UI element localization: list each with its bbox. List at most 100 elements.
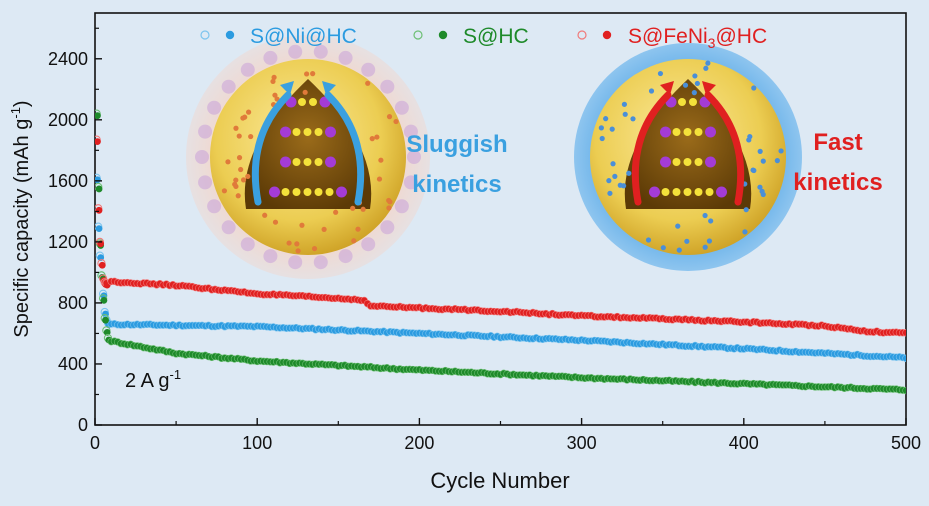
data-point-charge: [102, 316, 109, 324]
glow-dot: [407, 150, 421, 164]
y-tick-label: 800: [58, 293, 88, 313]
surface-particle: [692, 73, 698, 79]
surface-particle: [682, 82, 689, 88]
y-tick-label: 1200: [48, 232, 88, 252]
surface-particle: [233, 183, 239, 190]
surface-particle: [675, 223, 681, 229]
surface-particle: [236, 155, 243, 161]
glow-dot: [198, 175, 213, 190]
surface-particle: [606, 178, 612, 184]
series-s-feni3-hc: [95, 135, 906, 337]
glow-dot: [288, 255, 303, 270]
series-s-ni-hc: [95, 173, 906, 362]
surface-particle: [684, 238, 690, 244]
surface-particle: [694, 80, 700, 87]
lithium-atom: [325, 126, 336, 138]
surface-particle: [240, 115, 246, 121]
glow-dot: [198, 124, 213, 139]
surface-particle: [622, 111, 628, 117]
surface-particle: [262, 212, 268, 218]
legend-marker-filled: [602, 30, 612, 40]
surface-particle: [706, 238, 713, 244]
sulfur-atom: [281, 188, 290, 196]
surface-particle: [626, 170, 632, 176]
surface-particle: [386, 205, 392, 211]
surface-particle: [617, 182, 623, 188]
surface-particle: [599, 135, 605, 142]
surface-particle: [645, 237, 652, 243]
sulfur-atom: [694, 188, 703, 196]
surface-particle: [742, 229, 748, 235]
legend-entry: S@Ni@HC: [200, 25, 357, 48]
sulfur-atom: [678, 98, 686, 106]
surface-particle: [751, 167, 757, 174]
data-point: [902, 386, 906, 395]
lithium-atom: [336, 186, 347, 198]
conversion-arrow: [251, 91, 292, 206]
glow-dot: [263, 249, 278, 264]
y-tick-label: 400: [58, 354, 88, 374]
surface-particle: [233, 177, 239, 183]
surface-particle: [272, 219, 279, 225]
inset-label: kinetics: [793, 169, 882, 196]
surface-particle: [245, 109, 252, 115]
surface-particle: [272, 92, 278, 98]
surface-particle: [630, 116, 636, 122]
surface-particle: [245, 173, 251, 180]
surface-particle: [365, 80, 371, 86]
conversion-arrow: [704, 91, 745, 206]
glow-dot: [288, 44, 303, 59]
legend-marker-open: [200, 30, 210, 40]
glow-dot: [240, 237, 255, 252]
surface-particle: [311, 245, 318, 252]
glow-dot: [361, 237, 376, 252]
inset-label: kinetics: [412, 171, 501, 198]
data-point-charge: [95, 225, 103, 233]
sulfur-atom: [314, 158, 323, 166]
surface-particle: [299, 222, 305, 228]
sulfur-atom: [325, 188, 334, 196]
sulfur-atom: [694, 158, 703, 166]
legend-entry: S@FeNi3@HC: [577, 25, 767, 51]
surface-particle: [757, 184, 763, 190]
surface-particle: [760, 191, 766, 198]
data-point-charge: [95, 138, 101, 146]
sulfur-atom: [298, 98, 306, 106]
glow-dot: [394, 100, 409, 115]
y-axis-label: Specific capacity (mAh g-1): [8, 100, 33, 337]
glow-dot: [361, 62, 376, 77]
surface-particle: [598, 125, 604, 131]
surface-particle: [233, 125, 239, 131]
conversion-arrow: [324, 91, 365, 206]
legend-marker-filled: [438, 30, 448, 40]
glow-dot: [195, 150, 209, 164]
x-tick-label: 500: [891, 433, 921, 453]
surface-particle: [393, 118, 399, 125]
glow-dot: [403, 175, 418, 190]
surface-particle: [612, 173, 618, 179]
glow-dot: [221, 79, 236, 94]
surface-particle: [351, 238, 357, 244]
sulfur-atom: [683, 158, 692, 166]
surface-particle: [705, 60, 711, 66]
surface-particle: [702, 212, 708, 219]
glow-dot: [313, 44, 328, 59]
data-point-charge: [100, 296, 108, 304]
arrow-head: [280, 81, 294, 95]
lithium-atom: [716, 186, 727, 198]
y-tick-label: 2400: [48, 49, 88, 69]
surface-particle: [702, 244, 708, 250]
lithium-atom: [660, 126, 671, 138]
sulfur-atom: [292, 128, 301, 136]
surface-particle: [747, 134, 753, 140]
surface-particle: [386, 114, 393, 120]
sulfur-atom: [672, 158, 681, 166]
glow-dot: [394, 199, 409, 214]
surface-particle: [376, 176, 383, 182]
legend-marker-filled: [225, 30, 235, 40]
sulfur-atom: [672, 188, 681, 196]
data-point-charge: [95, 185, 103, 193]
glow-dot: [263, 50, 278, 65]
surface-particle: [743, 207, 749, 213]
lithium-atom: [280, 156, 291, 168]
